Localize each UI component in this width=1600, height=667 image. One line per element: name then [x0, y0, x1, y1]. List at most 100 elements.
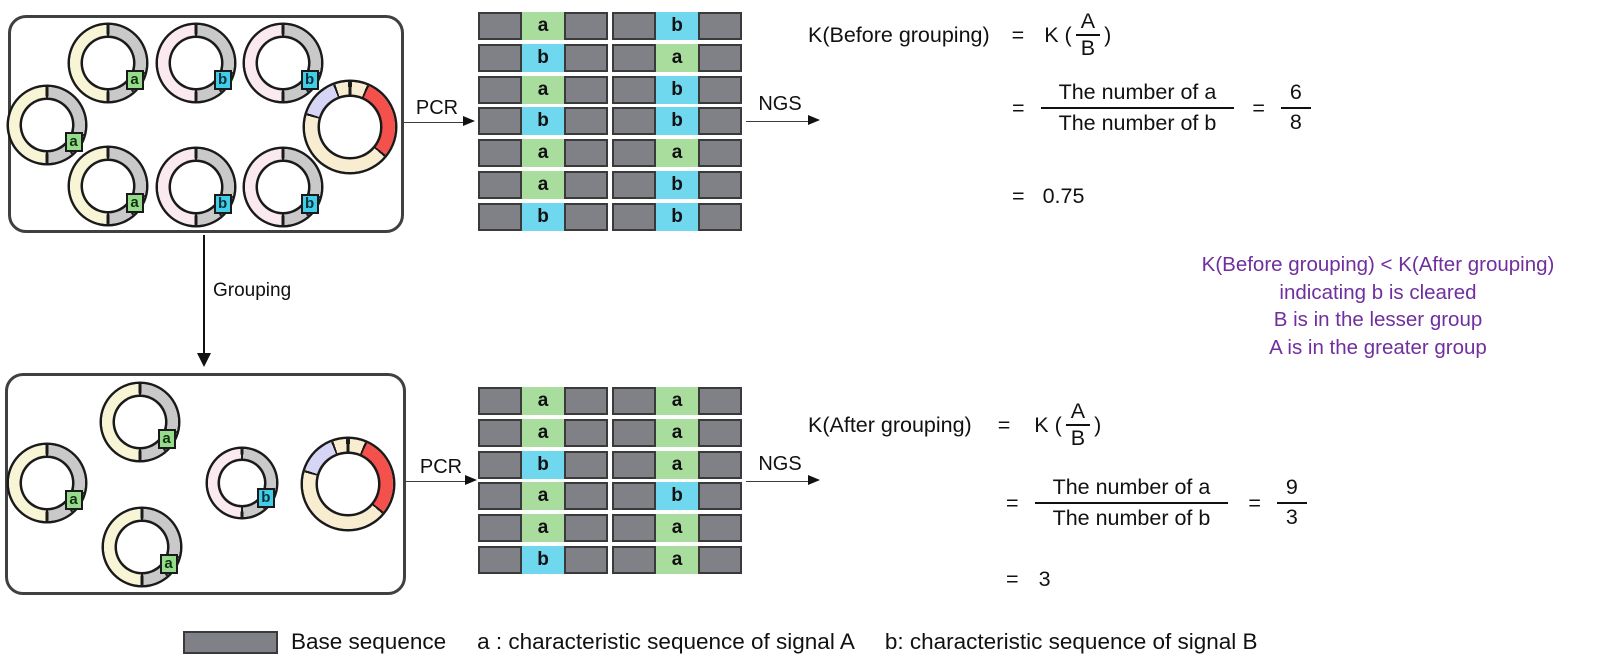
base-sequence-bar — [564, 418, 608, 447]
characteristic-cell-a: a — [656, 139, 698, 168]
base-sequence-bar — [698, 482, 742, 511]
equals-sign: = — [1012, 183, 1025, 208]
base-sequence-bar — [612, 545, 656, 574]
plasmid-label-b: b — [213, 193, 232, 214]
characteristic-cell-a: a — [522, 139, 564, 168]
equals-sign: = — [1248, 490, 1261, 515]
sequence-read: a — [478, 514, 608, 543]
base-sequence-bar — [698, 107, 742, 136]
fraction-values: 6 8 — [1280, 79, 1311, 137]
plasmid-signal-b: b — [245, 25, 321, 101]
base-sequence-bar — [612, 43, 656, 72]
formula-before-result: 0.75 — [1042, 183, 1085, 208]
plasmid-hole — [257, 161, 309, 213]
characteristic-cell-a: a — [656, 514, 698, 543]
plasmid-multicolor — [305, 82, 395, 172]
base-sequence-bar — [612, 514, 656, 543]
base-sequence-bar — [564, 139, 608, 168]
base-sequence-bar — [698, 139, 742, 168]
plasmid-signal-b: b — [158, 149, 234, 225]
base-sequence-bar — [564, 43, 608, 72]
sequence-read: a — [612, 43, 742, 72]
equals-sign: = — [1012, 95, 1025, 120]
sequence-read: b — [612, 107, 742, 136]
characteristic-cell-a: a — [522, 12, 564, 40]
pcr-arrow-after-icon — [405, 475, 477, 486]
equals-sign: = — [1006, 566, 1019, 591]
base-sequence-bar — [564, 107, 608, 136]
pcr-arrow-before-icon — [403, 116, 475, 127]
equals-sign: = — [1006, 490, 1019, 515]
characteristic-cell-a: a — [522, 75, 564, 104]
base-sequence-bar — [564, 514, 608, 543]
base-sequence-bar — [612, 482, 656, 511]
plasmid-hole — [82, 160, 134, 212]
plasmid-hole — [320, 97, 380, 157]
base-sequence-bar — [478, 43, 522, 72]
plasmid-signal-a: a — [9, 87, 85, 163]
grouping-arrow-icon — [196, 235, 211, 367]
plasmid-hole — [318, 454, 378, 514]
fraction-counts: The number of a The number of b — [1040, 78, 1235, 138]
base-sequence-bar — [698, 43, 742, 72]
base-sequence-bar — [612, 387, 656, 415]
characteristic-cell-b: b — [656, 202, 698, 231]
plasmid-label-a: a — [64, 489, 83, 510]
fraction-numerator: The number of a — [1052, 475, 1211, 500]
fraction-values: 9 3 — [1276, 474, 1307, 532]
base-sequence-bar — [478, 482, 522, 511]
plasmid-label-a: a — [125, 69, 144, 90]
base-sequence-bar — [564, 545, 608, 574]
formula-after-line3: = 3 — [1006, 566, 1051, 592]
characteristic-cell-a: a — [522, 514, 564, 543]
fraction-numerator: 9 — [1285, 475, 1298, 500]
base-sequence-bar — [698, 545, 742, 574]
legend: Base sequence a : characteristic sequenc… — [183, 629, 1258, 655]
base-sequence-bar — [612, 202, 656, 231]
base-sequence-bar — [698, 202, 742, 231]
characteristic-cell-b: b — [656, 170, 698, 199]
base-sequence-bar — [478, 139, 522, 168]
characteristic-cell-b: b — [522, 450, 564, 479]
formula-before-line3: = 0.75 — [1012, 183, 1084, 209]
base-sequence-bar — [564, 202, 608, 231]
fraction-counts: The number of a The number of b — [1034, 473, 1229, 533]
formula-after-lhs: K(After grouping) — [808, 412, 972, 437]
base-sequence-bar — [478, 75, 522, 104]
sequence-read: a — [478, 139, 608, 168]
fraction-a-over-b: A B — [1065, 399, 1091, 451]
legend-b-label: b: characteristic sequence of signal B — [884, 629, 1258, 654]
plasmid-signal-a: a — [102, 384, 178, 460]
sequence-read: a — [478, 75, 608, 104]
formula-k-close: ) — [1094, 412, 1102, 437]
characteristic-cell-a: a — [656, 387, 698, 415]
formula-before-line1: K(Before grouping) = K ( A B ) — [808, 4, 1111, 66]
fraction-denominator: B — [1065, 424, 1091, 451]
sequence-read: a — [478, 12, 608, 40]
plasmid-hole — [82, 37, 134, 89]
sequence-read: a — [478, 482, 608, 511]
base-sequence-bar — [612, 450, 656, 479]
formula-k-open: K ( — [1044, 22, 1072, 47]
characteristic-cell-a: a — [656, 43, 698, 72]
sequence-read: b — [612, 75, 742, 104]
base-sequence-bar — [698, 514, 742, 543]
ngs-arrow-before-icon — [746, 115, 820, 126]
sequence-read: b — [612, 202, 742, 231]
sequence-read: a — [612, 387, 742, 415]
conclusion-line: A is in the greater group — [1269, 335, 1487, 359]
plasmid-label-b: b — [256, 487, 275, 508]
fraction-numerator: A — [1080, 9, 1096, 34]
characteristic-cell-b: b — [656, 482, 698, 511]
plasmid-label-a: a — [125, 192, 144, 213]
plasmid-hole — [114, 396, 166, 448]
formula-before-line2: = The number of a The number of b = 6 8 — [1012, 74, 1311, 142]
base-sequence-bar — [564, 482, 608, 511]
plasmid-label-a: a — [64, 131, 83, 152]
base-sequence-bar — [698, 418, 742, 447]
base-sequence-bar — [698, 12, 742, 40]
base-sequence-bar — [612, 75, 656, 104]
conclusion-line: indicating b is cleared — [1279, 280, 1477, 304]
base-sequence-bar — [478, 418, 522, 447]
